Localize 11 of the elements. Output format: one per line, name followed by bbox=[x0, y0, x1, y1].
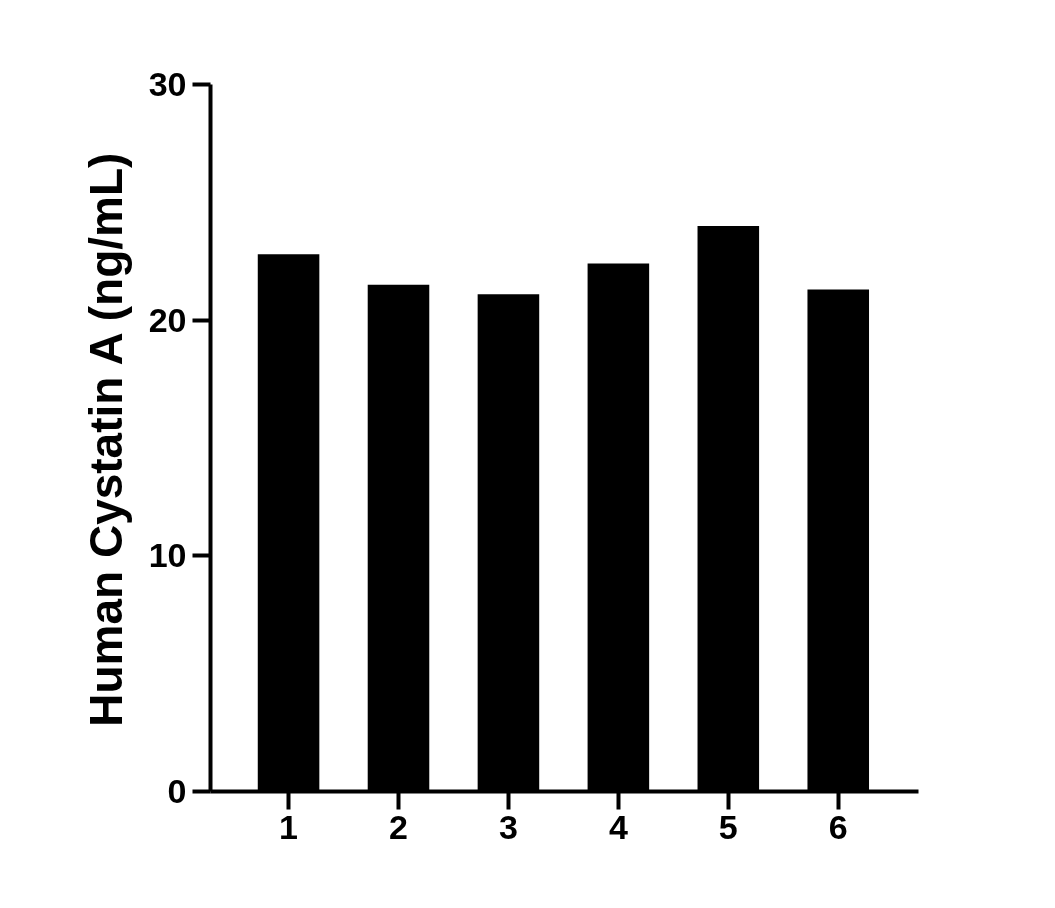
x-tick-label: 1 bbox=[279, 807, 299, 846]
y-tick-label: 10 bbox=[148, 536, 187, 575]
x-tick-label: 3 bbox=[498, 807, 518, 846]
y-tick-label: 20 bbox=[148, 300, 187, 339]
x-tick-label: 5 bbox=[718, 807, 738, 846]
x-tick-label: 6 bbox=[828, 807, 848, 846]
x-tick-label: 4 bbox=[608, 807, 628, 846]
x-tick-label: 2 bbox=[389, 807, 408, 846]
y-axis-title: Human Cystatin A (ng/mL) bbox=[79, 152, 132, 727]
y-tick-label: 30 bbox=[148, 65, 187, 103]
y-tick-label: 0 bbox=[167, 772, 187, 810]
